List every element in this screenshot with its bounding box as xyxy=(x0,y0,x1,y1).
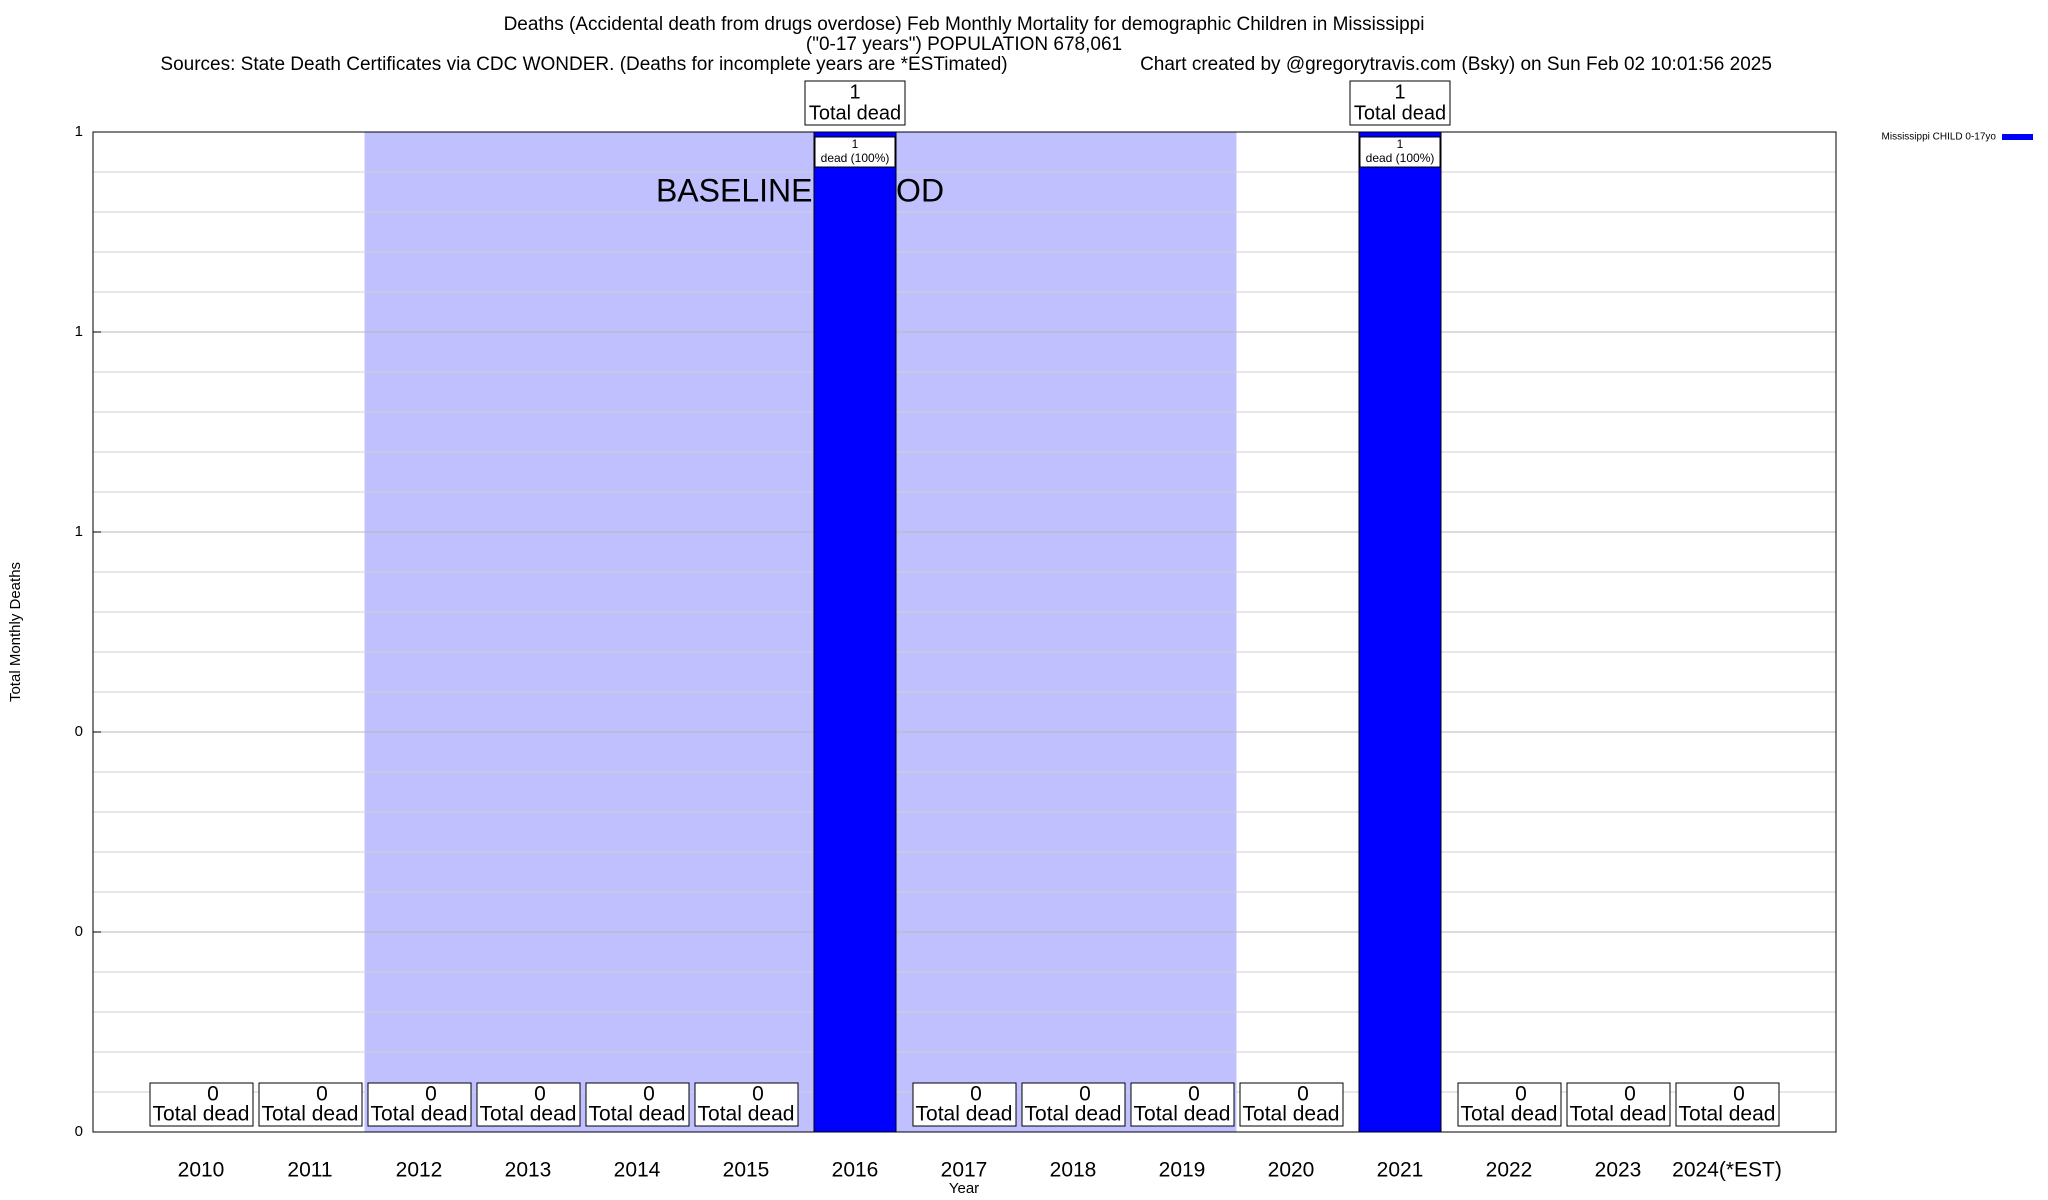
baseline-label: BASELINE PERIOD xyxy=(656,172,944,208)
y-tick-label: 0 xyxy=(75,723,83,740)
x-axis-label: Year xyxy=(949,1180,979,1197)
chart-subtitle: ("0-17 years") POPULATION 678,061 xyxy=(806,34,1122,55)
bar xyxy=(813,131,897,1133)
x-tick-label: 2012 xyxy=(396,1159,443,1182)
y-tick-label: 0 xyxy=(75,923,83,940)
x-tick-label: 2013 xyxy=(505,1159,552,1182)
x-tick-label: 2019 xyxy=(1159,1159,1206,1182)
total-text: Total dead xyxy=(1025,1103,1122,1126)
total-box xyxy=(585,1082,690,1127)
total-text: Total dead xyxy=(1461,1103,1558,1126)
total-value: 0 xyxy=(970,1083,982,1106)
total-text: Total dead xyxy=(153,1103,250,1126)
total-box xyxy=(1021,1082,1126,1127)
total-text: Total dead xyxy=(916,1103,1013,1126)
x-tick-label: 2021 xyxy=(1377,1159,1424,1182)
total-box xyxy=(1239,1082,1344,1127)
bar-label-box xyxy=(1359,136,1441,168)
total-box xyxy=(1675,1082,1780,1127)
bar-label-text: dead (100%) xyxy=(821,151,890,165)
total-box xyxy=(804,80,906,126)
total-box xyxy=(149,1082,254,1127)
total-value: 0 xyxy=(207,1083,219,1106)
total-text: Total dead xyxy=(1243,1103,1340,1126)
total-value: 0 xyxy=(1515,1083,1527,1106)
y-tick-label: 1 xyxy=(75,323,83,340)
x-tick-label: 2018 xyxy=(1050,1159,1097,1182)
total-box xyxy=(476,1082,581,1127)
total-text: Total dead xyxy=(480,1103,577,1126)
x-tick-label: 2014 xyxy=(614,1159,661,1182)
bar-label-box xyxy=(814,136,896,168)
total-value: 0 xyxy=(752,1083,764,1106)
total-value: 0 xyxy=(1624,1083,1636,1106)
total-box xyxy=(1457,1082,1562,1127)
bar-label-value: 1 xyxy=(852,137,859,151)
total-value: 0 xyxy=(425,1083,437,1106)
chart-title: Deaths (Accidental death from drugs over… xyxy=(504,14,1425,35)
total-text: Total dead xyxy=(262,1103,359,1126)
x-tick-label: 2015 xyxy=(723,1159,770,1182)
total-value: 0 xyxy=(316,1083,328,1106)
x-tick-label: 2020 xyxy=(1268,1159,1315,1182)
total-text: Total dead xyxy=(1679,1103,1776,1126)
baseline-shade xyxy=(364,132,1237,1132)
total-text: Total dead xyxy=(589,1103,686,1126)
total-value: 0 xyxy=(1733,1083,1745,1106)
total-box xyxy=(1349,80,1451,126)
total-box xyxy=(694,1082,799,1127)
total-value: 0 xyxy=(1297,1083,1309,1106)
total-text: Total dead xyxy=(1354,102,1446,124)
credit-note: Chart created by @gregorytravis.com (Bsk… xyxy=(1140,54,1772,75)
total-value: 0 xyxy=(534,1083,546,1106)
plot-frame xyxy=(92,131,1837,1133)
total-value: 0 xyxy=(1079,1083,1091,1106)
y-axis-label: Total Monthly Deaths xyxy=(7,562,24,702)
y-tick-label: 1 xyxy=(75,123,83,140)
total-box xyxy=(1130,1082,1235,1127)
total-box xyxy=(367,1082,472,1127)
total-value: 1 xyxy=(849,81,860,103)
total-text: Total dead xyxy=(1134,1103,1231,1126)
total-text: Total dead xyxy=(1570,1103,1667,1126)
total-text: Total dead xyxy=(371,1103,468,1126)
x-tick-label: 2010 xyxy=(178,1159,225,1182)
y-tick-label: 0 xyxy=(75,1123,83,1140)
bar-label-text: dead (100%) xyxy=(1366,151,1435,165)
source-note: Sources: State Death Certificates via CD… xyxy=(160,54,1007,75)
y-tick-label: 1 xyxy=(75,523,83,540)
total-box xyxy=(258,1082,363,1127)
bar-label-value: 1 xyxy=(1397,137,1404,151)
legend-label: Mississippi CHILD 0-17yo xyxy=(1882,132,1997,143)
total-box xyxy=(1566,1082,1671,1127)
total-text: Total dead xyxy=(698,1103,795,1126)
x-tick-label: 2016 xyxy=(832,1159,879,1182)
total-text: Total dead xyxy=(809,102,901,124)
total-box xyxy=(912,1082,1017,1127)
x-tick-label: 2011 xyxy=(287,1159,332,1182)
x-tick-label: 2024(*EST) xyxy=(1672,1159,1782,1182)
legend-swatch xyxy=(2002,134,2033,140)
x-tick-label: 2022 xyxy=(1486,1159,1533,1182)
x-tick-label: 2017 xyxy=(941,1159,988,1182)
total-value: 1 xyxy=(1394,81,1405,103)
x-tick-label: 2023 xyxy=(1595,1159,1642,1182)
total-value: 0 xyxy=(643,1083,655,1106)
bar xyxy=(1358,131,1442,1133)
total-value: 0 xyxy=(1188,1083,1200,1106)
